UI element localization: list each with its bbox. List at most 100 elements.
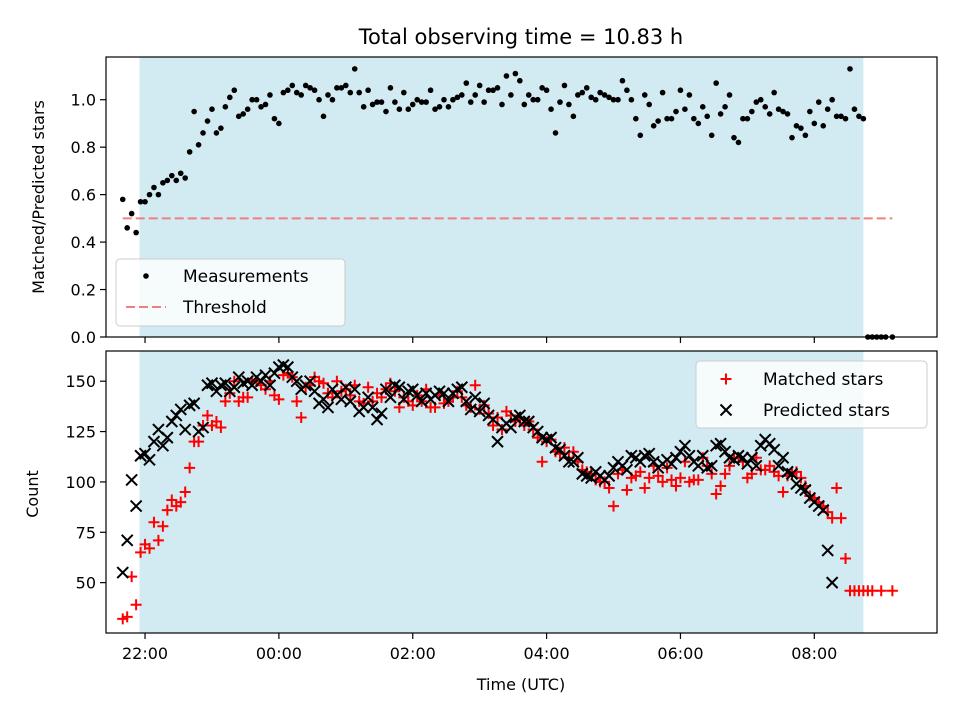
- predicted-star-point: [120, 534, 134, 547]
- measurement-point: [432, 106, 438, 113]
- measurement-point: [490, 87, 496, 94]
- predicted-star-point: [406, 383, 419, 396]
- matched-star-point: [692, 474, 704, 486]
- predicted-star-point: [714, 437, 727, 450]
- measurement-point: [289, 82, 296, 89]
- measurement-point: [624, 87, 630, 94]
- measurement-point: [726, 92, 733, 98]
- measurement-point: [753, 99, 760, 105]
- measurement-point: [508, 92, 514, 98]
- predicted-star-point: [473, 405, 486, 418]
- measurement-point: [847, 66, 853, 72]
- measurement-point: [704, 113, 711, 120]
- measurement-point: [566, 101, 572, 108]
- measurement-point: [267, 92, 273, 98]
- matched-star-point: [202, 409, 214, 421]
- predicted-star-point: [674, 445, 687, 458]
- predicted-star-point: [165, 415, 179, 428]
- matched-star-point: [291, 395, 303, 407]
- measurement-point: [646, 101, 653, 108]
- measurement-point: [356, 89, 363, 96]
- predicted-star-point: [219, 377, 232, 390]
- measurement-point: [467, 99, 474, 105]
- predicted-star-point: [317, 393, 330, 406]
- predicted-star-point: [281, 360, 295, 374]
- measurement-point: [610, 96, 617, 103]
- measurement-point: [137, 198, 144, 205]
- measurement-point: [691, 115, 697, 122]
- measurement-point: [699, 104, 706, 110]
- measurement-point: [302, 82, 309, 89]
- measurement-point: [387, 85, 394, 91]
- measurement-point: [258, 104, 264, 110]
- matched-star-point: [724, 460, 736, 472]
- measurement-point: [762, 104, 769, 110]
- measurement-point: [789, 134, 795, 141]
- measurement-point: [343, 82, 349, 89]
- measurement-point: [155, 191, 162, 198]
- measurement-point: [347, 89, 354, 96]
- measurement-point: [481, 99, 487, 105]
- measurement-point: [195, 141, 202, 148]
- measurement-point: [280, 89, 287, 96]
- measurement-point: [285, 87, 291, 94]
- bottom-xtick-label: 22:00: [122, 644, 168, 663]
- measurement-point: [151, 184, 157, 191]
- measurement-point: [628, 96, 635, 103]
- measurement-point: [802, 132, 809, 139]
- matched-star-point: [193, 436, 205, 448]
- measurement-point: [441, 96, 447, 103]
- measurement-point: [695, 120, 702, 127]
- measurement-point: [360, 104, 367, 110]
- predicted-star-point: [156, 439, 170, 452]
- measurement-point: [784, 111, 791, 117]
- measurement-point: [334, 85, 340, 91]
- predicted-star-point: [161, 431, 174, 444]
- measurement-point: [169, 172, 175, 179]
- matched-star-point: [719, 468, 731, 480]
- predicted-star-point: [143, 453, 156, 466]
- measurement-point: [499, 101, 505, 108]
- bottom-ytick-label: 50: [76, 574, 96, 593]
- measurement-point: [396, 106, 403, 113]
- matched-star-point: [184, 462, 196, 474]
- matched-star-point: [121, 611, 133, 623]
- figure-title: Total observing time = 10.83 h: [358, 25, 683, 49]
- predicted-star-point: [745, 451, 759, 464]
- predicted-star-point: [817, 503, 830, 517]
- measurement-point: [351, 66, 358, 72]
- measurement-point: [579, 89, 586, 96]
- measurement-point: [378, 99, 385, 105]
- predicted-star-point: [442, 395, 455, 408]
- predicted-star-point: [571, 451, 585, 464]
- predicted-star-point: [397, 393, 411, 406]
- measurement-point: [374, 99, 380, 105]
- measurement-point: [588, 94, 595, 101]
- measurement-point: [503, 73, 510, 79]
- measurement-point: [472, 92, 479, 98]
- measurement-point: [423, 99, 429, 105]
- measurement-point: [307, 85, 313, 91]
- top-frame: [105, 56, 938, 338]
- measurement-point: [160, 179, 166, 186]
- predicted-star-point: [178, 423, 192, 436]
- measurement-point: [842, 115, 849, 122]
- measurement-point: [262, 101, 269, 108]
- matched-star-point: [643, 472, 655, 484]
- measurement-point: [860, 115, 867, 122]
- legend-measurements-marker: [143, 273, 149, 279]
- measurement-point: [405, 106, 412, 113]
- measurement-point: [244, 106, 251, 113]
- measurement-point: [820, 123, 827, 129]
- measurement-point: [409, 101, 416, 108]
- matched-star-point: [144, 542, 156, 554]
- measurement-point: [552, 130, 559, 136]
- measurement-point: [655, 118, 661, 124]
- measurement-point: [851, 106, 858, 113]
- predicted-star-point: [750, 459, 763, 473]
- top-ytick-label: 0.0: [71, 328, 96, 347]
- matched-star-point: [179, 486, 191, 498]
- measurement-point: [771, 89, 777, 96]
- predicted-star-point: [138, 447, 152, 460]
- measurement-point: [392, 99, 398, 105]
